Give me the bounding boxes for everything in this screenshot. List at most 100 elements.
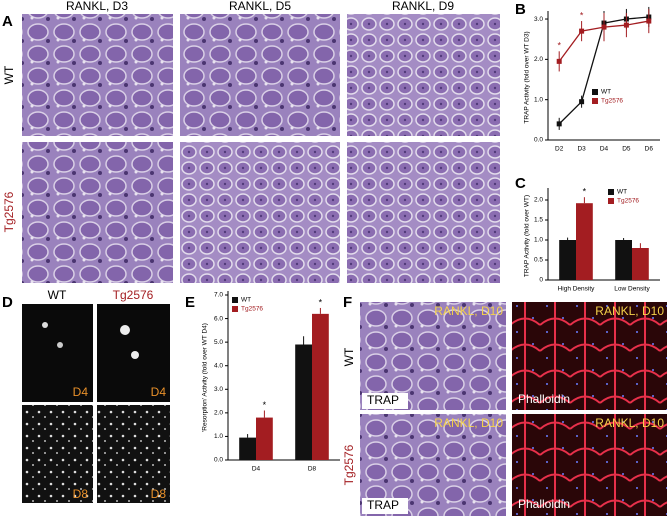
label-box xyxy=(362,498,408,514)
panel-label: C xyxy=(515,175,526,192)
micrograph xyxy=(512,302,667,410)
panel-d: D WT Tg2576 D4 D4 D8 D8 xyxy=(2,288,170,503)
y-tick-label: 4.0 xyxy=(214,362,223,369)
bar xyxy=(615,240,632,280)
point xyxy=(556,58,562,64)
day-label: D4 xyxy=(73,385,89,399)
panel-label: B xyxy=(515,1,526,18)
column-header: Tg2576 xyxy=(113,288,154,302)
x-tick-label: High Density xyxy=(558,286,596,293)
stain-label: Phalloidin xyxy=(518,497,570,511)
bar xyxy=(256,417,273,460)
y-tick-label: 5.0 xyxy=(214,339,223,346)
annotation: * xyxy=(263,400,267,410)
cell xyxy=(120,325,130,335)
x-tick-label: D3 xyxy=(577,146,586,153)
panel-label: D xyxy=(2,294,13,311)
stain-label: Phalloidin xyxy=(518,392,570,406)
y-tick-label: 1.0 xyxy=(214,433,223,440)
image-label: RANKL, D10 xyxy=(434,416,503,430)
column-header: RANKL, D3 xyxy=(66,0,128,13)
day-label: D8 xyxy=(73,487,89,501)
x-tick-label: Low Density xyxy=(614,286,650,293)
x-tick-label: D2 xyxy=(555,146,564,153)
legend-swatch xyxy=(608,198,614,204)
y-tick-label: 1.0 xyxy=(534,237,543,244)
stain-label: TRAP xyxy=(367,393,399,407)
point xyxy=(579,28,585,34)
point xyxy=(646,18,652,24)
legend-label: Tg2576 xyxy=(241,306,263,313)
micrograph xyxy=(97,405,170,503)
bar xyxy=(295,344,312,460)
image-label: RANKL, D10 xyxy=(595,416,664,430)
micrograph xyxy=(180,142,340,283)
legend-swatch xyxy=(232,306,238,312)
cell xyxy=(42,322,48,328)
legend-label: WT xyxy=(241,297,251,304)
legend-swatch xyxy=(592,89,598,95)
y-tick-label: 2.0 xyxy=(534,56,543,63)
micrograph xyxy=(22,304,93,402)
legend-label: Tg2576 xyxy=(601,98,623,105)
column-header: RANKL, D5 xyxy=(229,0,291,13)
micrograph xyxy=(360,302,506,410)
legend-swatch xyxy=(592,98,598,104)
day-label: D8 xyxy=(151,487,167,501)
legend-label: WT xyxy=(601,89,611,96)
cell xyxy=(131,351,139,359)
row-label: WT xyxy=(342,347,356,366)
micrograph xyxy=(347,14,500,136)
bar xyxy=(239,437,256,460)
y-tick-label: 1.0 xyxy=(534,96,543,103)
y-tick-label: 0.0 xyxy=(534,137,543,144)
y-tick-label: 1.5 xyxy=(534,217,543,224)
micrograph xyxy=(512,414,667,516)
micrograph xyxy=(22,14,173,136)
stain-label: TRAP xyxy=(367,498,399,512)
bar xyxy=(312,313,329,460)
y-tick-label: 0.5 xyxy=(534,257,543,264)
x-tick-label: D4 xyxy=(252,466,261,473)
x-tick-label: D6 xyxy=(645,146,654,153)
y-tick-label: 0.0 xyxy=(214,457,223,464)
legend-label: WT xyxy=(617,189,627,196)
label-box xyxy=(362,393,408,409)
annotation: * xyxy=(580,10,584,20)
panel-f: F WT Tg2576 RANKL, D10 RANKL, D10 RANKL,… xyxy=(342,294,667,516)
annotation: * xyxy=(583,187,587,197)
point xyxy=(556,121,562,127)
legend-swatch xyxy=(608,189,614,195)
point xyxy=(623,22,629,28)
micrograph xyxy=(347,142,500,283)
point xyxy=(579,99,585,105)
legend-label: Tg2576 xyxy=(617,198,639,205)
row-label: Tg2576 xyxy=(2,191,16,232)
panel-label: E xyxy=(185,294,195,311)
bar xyxy=(576,203,593,280)
column-header: RANKL, D9 xyxy=(392,0,454,13)
row-label: WT xyxy=(2,65,16,84)
y-tick-label: 7.0 xyxy=(214,292,223,299)
y-tick-label: 6.0 xyxy=(214,315,223,322)
panel-label: A xyxy=(2,13,13,30)
annotation: * xyxy=(319,297,323,307)
y-axis-label: TRAP Activity (fold over WT D3) xyxy=(524,31,531,123)
y-axis-label: TRAP Activity (fold over WT) xyxy=(524,195,531,277)
y-tick-label: 0 xyxy=(539,277,543,284)
column-header: WT xyxy=(48,288,67,302)
legend-swatch xyxy=(232,297,238,303)
y-tick-label: 2.0 xyxy=(214,410,223,417)
bar xyxy=(559,240,576,280)
cell xyxy=(57,342,63,348)
x-tick-label: D4 xyxy=(600,146,609,153)
x-tick-label: D8 xyxy=(308,466,317,473)
micrograph xyxy=(22,142,173,283)
x-tick-label: D5 xyxy=(622,146,631,153)
annotation: * xyxy=(557,41,561,51)
micrograph xyxy=(180,14,340,136)
panel-a: A RANKL, D3 RANKL, D5 RANKL, D9 WT Tg257… xyxy=(2,0,500,283)
day-label: D4 xyxy=(151,385,167,399)
row-label: Tg2576 xyxy=(342,444,356,485)
